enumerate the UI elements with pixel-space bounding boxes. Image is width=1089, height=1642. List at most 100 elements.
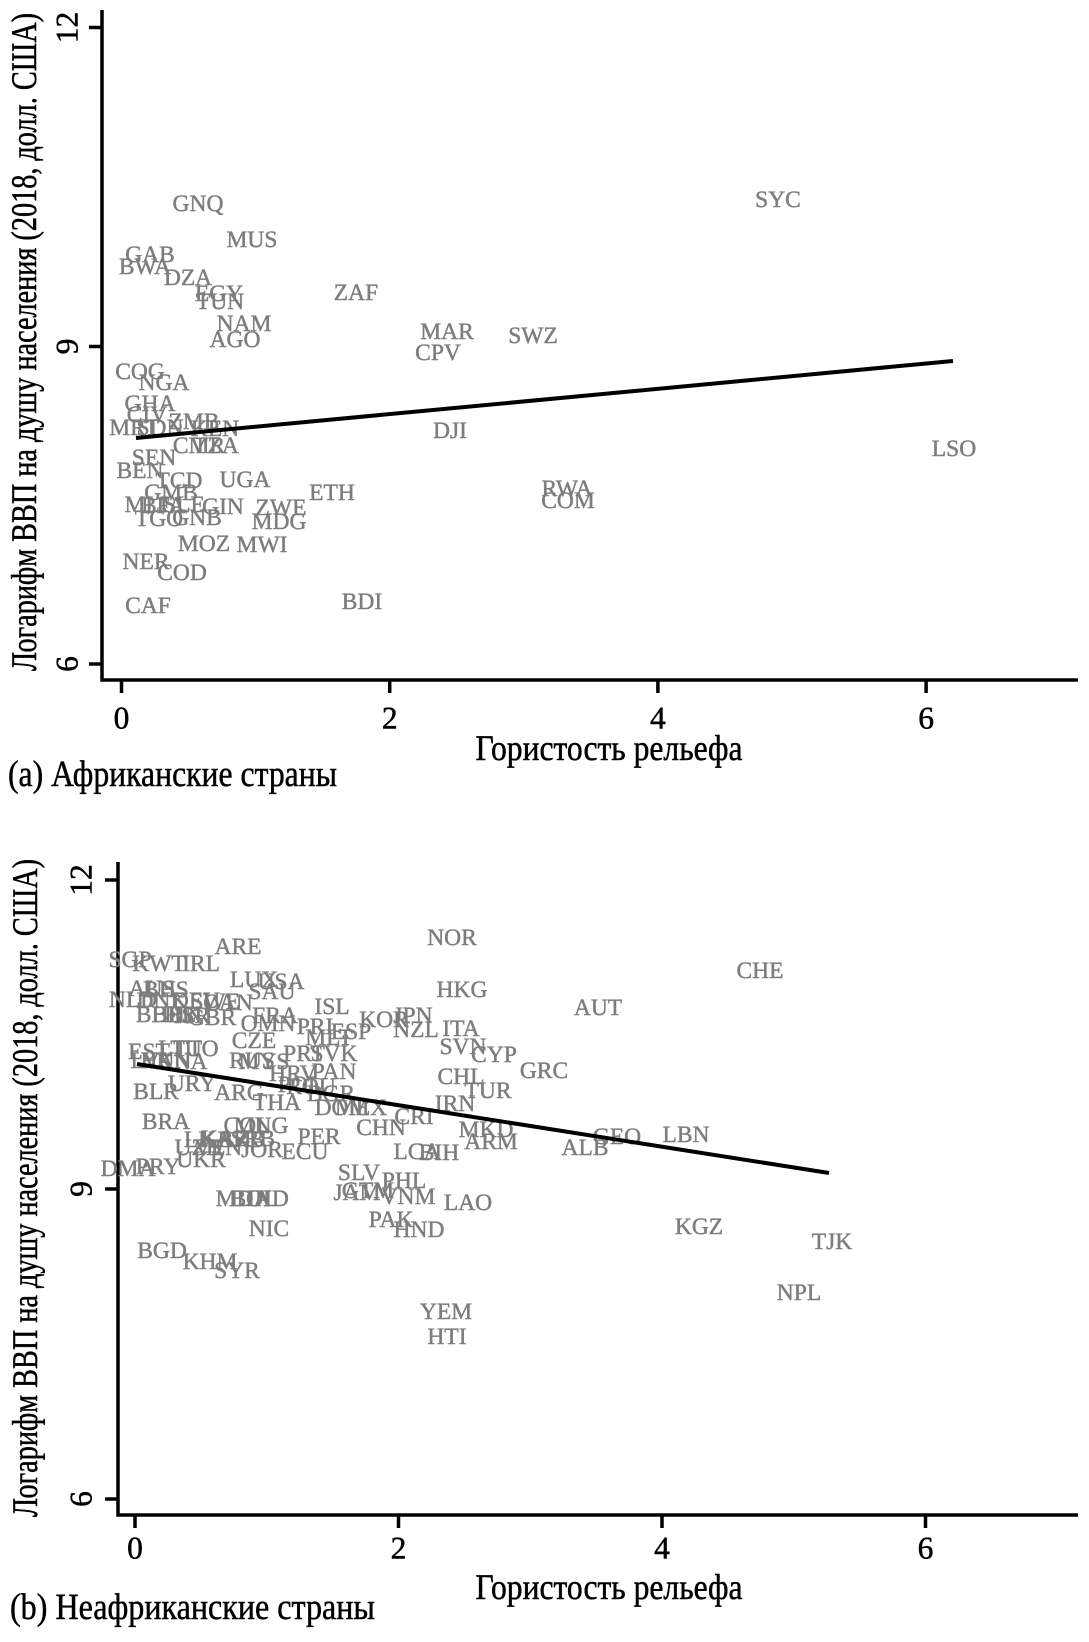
svg-text:TUN: TUN	[196, 289, 244, 315]
svg-text:JPN: JPN	[393, 1003, 432, 1029]
svg-text:MDA: MDA	[216, 1186, 271, 1212]
svg-text:TJK: TJK	[812, 1229, 853, 1255]
svg-text:BRB: BRB	[217, 1127, 264, 1153]
svg-text:MUS: MUS	[227, 227, 278, 253]
svg-text:SLE: SLE	[163, 492, 205, 518]
svg-text:Гористость рельефа: Гористость рельефа	[476, 728, 743, 768]
svg-text:CIV: CIV	[127, 402, 168, 428]
svg-text:SYR: SYR	[214, 1258, 260, 1284]
svg-text:Гористость рельефа: Гористость рельефа	[476, 1567, 743, 1607]
svg-text:JOR: JOR	[241, 1137, 283, 1163]
svg-text:PRI: PRI	[297, 1014, 334, 1040]
svg-text:6: 6	[918, 1531, 934, 1566]
svg-text:DZA: DZA	[164, 265, 212, 291]
svg-text:MNG: MNG	[234, 1113, 289, 1139]
svg-text:HRV: HRV	[269, 1061, 317, 1087]
svg-text:LCA: LCA	[394, 1139, 441, 1165]
svg-text:MLT: MLT	[305, 1025, 352, 1051]
svg-text:AUS: AUS	[128, 976, 175, 1002]
svg-text:SVN: SVN	[439, 1034, 486, 1060]
svg-text:BLR: BLR	[133, 1079, 179, 1105]
svg-text:FRA: FRA	[252, 1003, 298, 1029]
svg-text:PER: PER	[297, 1124, 340, 1150]
svg-text:PAK: PAK	[369, 1207, 414, 1233]
svg-text:TUR: TUR	[465, 1078, 512, 1104]
svg-text:BRA: BRA	[142, 1109, 190, 1135]
svg-text:ESP: ESP	[331, 1019, 372, 1045]
svg-text:SWE: SWE	[190, 989, 240, 1015]
svg-text:KOR: KOR	[359, 1007, 409, 1033]
svg-text:OMN: OMN	[241, 1011, 296, 1037]
svg-text:TTO: TTO	[173, 1036, 218, 1062]
svg-text:6: 6	[50, 656, 85, 672]
svg-text:IND: IND	[247, 1186, 289, 1212]
svg-text:MEX: MEX	[335, 1095, 387, 1121]
svg-text:(b) Неафриканские страны: (b) Неафриканские страны	[10, 1587, 375, 1628]
svg-text:SWZ: SWZ	[508, 323, 558, 349]
svg-text:GBR: GBR	[188, 1005, 237, 1031]
svg-text:EST: EST	[128, 1039, 170, 1065]
svg-text:ECU: ECU	[282, 1139, 329, 1165]
svg-text:NOR: NOR	[427, 925, 477, 951]
svg-text:PRY: PRY	[136, 1154, 180, 1180]
svg-text:KAZ: KAZ	[201, 1126, 249, 1152]
svg-text:ALB: ALB	[562, 1135, 609, 1161]
svg-text:USA: USA	[257, 969, 304, 995]
svg-text:NLD: NLD	[109, 987, 157, 1013]
svg-text:COL: COL	[224, 1113, 271, 1139]
svg-text:9: 9	[64, 1181, 99, 1197]
svg-text:CAF: CAF	[125, 593, 171, 619]
svg-text:LTU: LTU	[158, 1036, 202, 1062]
svg-text:BGD: BGD	[137, 1238, 187, 1264]
svg-text:NAM: NAM	[217, 311, 272, 337]
svg-text:HKG: HKG	[437, 977, 488, 1003]
svg-text:2: 2	[391, 1531, 407, 1566]
svg-text:COG: COG	[115, 359, 165, 385]
svg-text:KWT: KWT	[132, 951, 186, 977]
svg-text:BFA: BFA	[141, 493, 185, 519]
svg-text:ARM: ARM	[464, 1129, 518, 1155]
svg-text:SLV: SLV	[338, 1160, 380, 1186]
svg-text:LUX: LUX	[230, 967, 278, 993]
svg-text:UGA: UGA	[220, 467, 271, 493]
svg-text:DJI: DJI	[433, 418, 467, 444]
svg-text:ZWE: ZWE	[256, 495, 307, 521]
svg-text:VEN: VEN	[194, 1135, 242, 1161]
svg-text:MDG: MDG	[252, 509, 307, 535]
svg-text:MYS: MYS	[239, 1049, 290, 1075]
svg-text:ARE: ARE	[215, 934, 262, 960]
svg-text:BDI: BDI	[342, 589, 382, 615]
svg-text:KGZ: KGZ	[675, 1214, 723, 1240]
svg-text:CHN: CHN	[356, 1115, 406, 1141]
svg-text:CHL: CHL	[438, 1064, 485, 1090]
svg-text:NGA: NGA	[139, 370, 190, 396]
svg-text:COM: COM	[541, 488, 595, 514]
svg-text:CHE: CHE	[737, 958, 784, 984]
svg-text:0: 0	[114, 701, 130, 736]
svg-text:BHR: BHR	[136, 1002, 185, 1028]
svg-text:CAN: CAN	[203, 990, 253, 1016]
svg-text:ITA: ITA	[442, 1016, 479, 1042]
svg-text:JAM: JAM	[333, 1180, 380, 1206]
svg-text:LKA: LKA	[184, 1127, 232, 1153]
svg-text:GNB: GNB	[172, 505, 222, 531]
svg-text:PHL: PHL	[382, 1168, 426, 1194]
svg-text:DNK: DNK	[137, 988, 188, 1014]
svg-text:NPL: NPL	[777, 1280, 821, 1306]
svg-text:BHS: BHS	[143, 977, 189, 1003]
svg-text:VNM: VNM	[381, 1184, 436, 1210]
svg-text:4: 4	[650, 701, 666, 736]
svg-text:ISL: ISL	[314, 994, 349, 1020]
svg-text:GAB: GAB	[125, 242, 175, 268]
svg-text:CZE: CZE	[232, 1028, 276, 1054]
svg-text:PRT: PRT	[283, 1041, 325, 1067]
svg-text:Логарифм ВВП на душу населения: Логарифм ВВП на душу населения (2018, до…	[5, 859, 45, 1517]
svg-text:AUT: AUT	[574, 995, 622, 1021]
svg-text:GNQ: GNQ	[173, 191, 224, 217]
svg-text:KHM: KHM	[183, 1249, 238, 1275]
svg-text:SGP: SGP	[108, 947, 151, 973]
svg-text:LAO: LAO	[444, 1190, 492, 1216]
svg-text:GRC: GRC	[520, 1058, 568, 1084]
svg-text:MAR: MAR	[420, 319, 474, 345]
svg-text:BOL: BOL	[231, 1186, 278, 1212]
